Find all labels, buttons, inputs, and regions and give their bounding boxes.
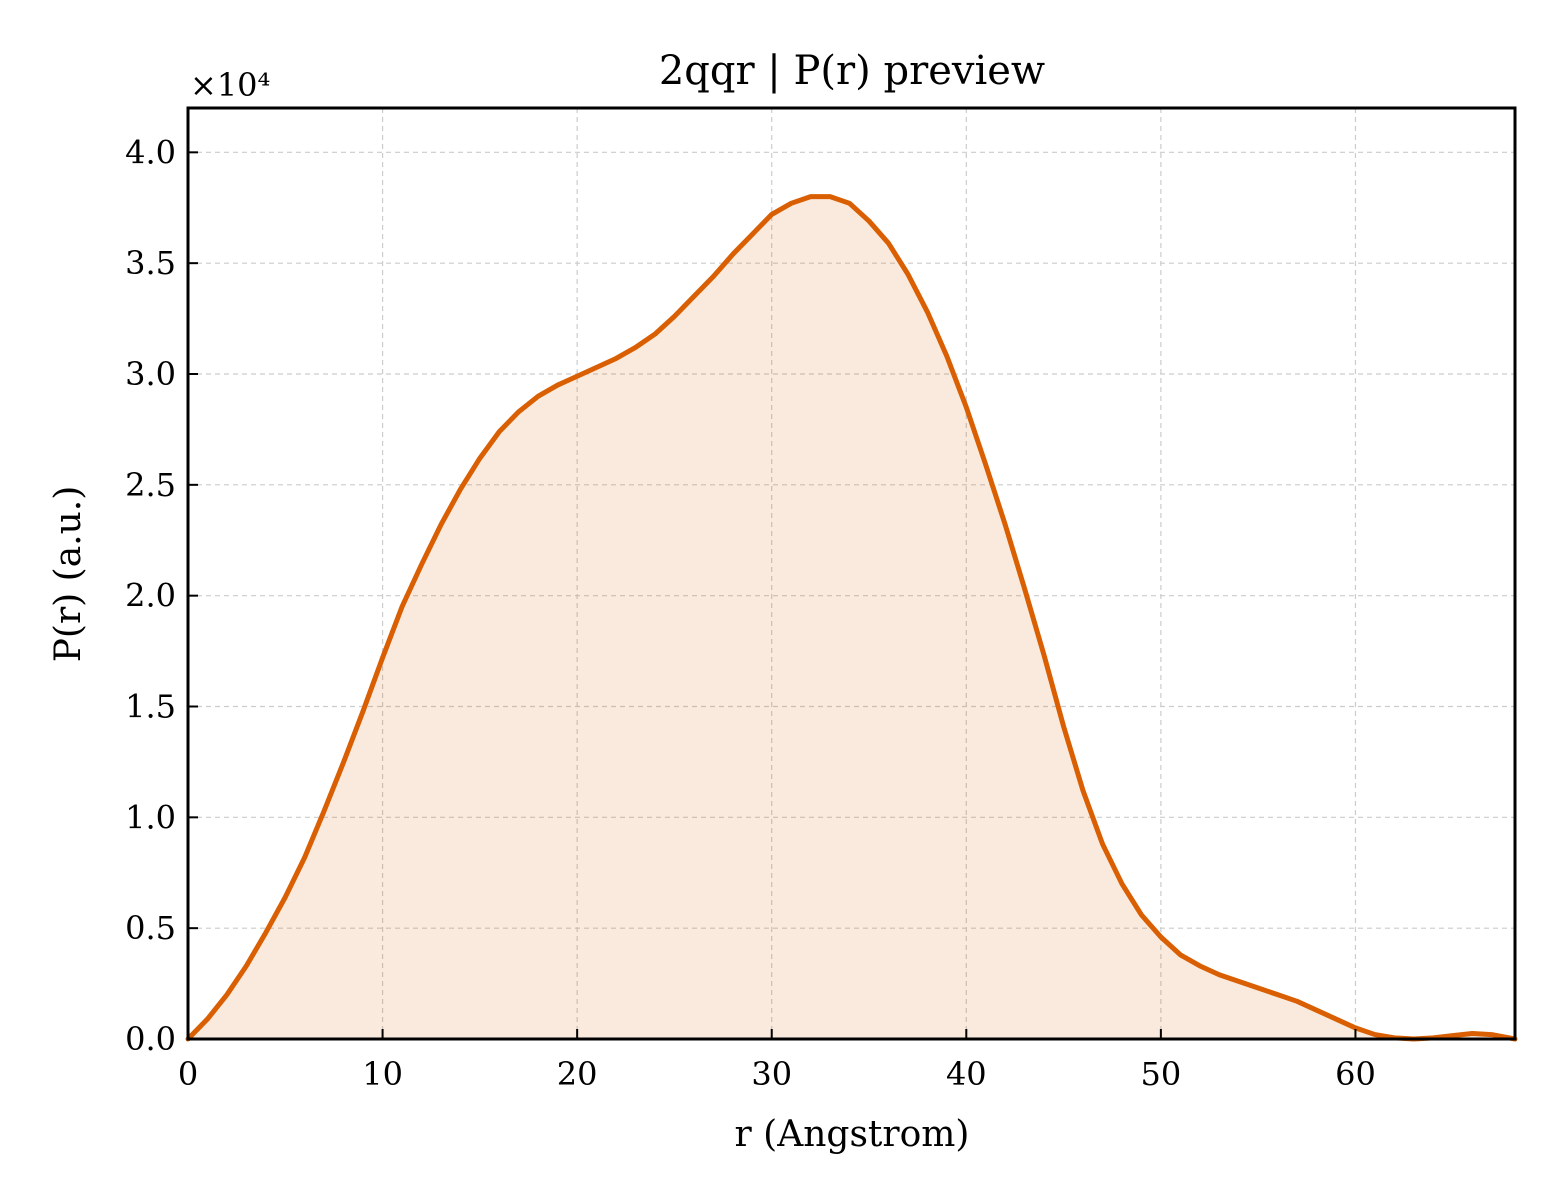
y-tick-label: 2.5 [125, 466, 176, 504]
tick-labels-layer: 0 10 20 30 40 50 60 0.0 0.5 1.0 1.5 2.0 2.5 3.0 3.5 4.0 [125, 133, 1376, 1093]
y-tick-label: 3.5 [125, 244, 176, 282]
y-tick-label: 0.5 [125, 909, 176, 947]
y-axis-multiplier: ×10⁴ [190, 66, 270, 104]
y-tick-label: 2.0 [125, 577, 176, 615]
y-tick-label: 1.0 [125, 798, 176, 836]
x-tick-label: 10 [362, 1055, 403, 1093]
y-tick-label: 0.0 [125, 1020, 176, 1058]
x-tick-label: 40 [946, 1055, 987, 1093]
x-tick-label: 30 [751, 1055, 792, 1093]
y-tick-label: 1.5 [125, 688, 176, 726]
x-tick-label: 60 [1335, 1055, 1376, 1093]
x-tick-label: 50 [1141, 1055, 1182, 1093]
plot-frame [186, 106, 1517, 1041]
pr-area-fill [188, 196, 1515, 1040]
x-tick-label: 20 [557, 1055, 598, 1093]
y-tick-label: 4.0 [125, 133, 176, 171]
x-tick-label: 0 [178, 1055, 198, 1093]
chart-title: 2qqr | P(r) preview [659, 48, 1045, 94]
y-axis-label: P(r) (a.u.) [48, 486, 89, 663]
pr-series-line [185, 194, 1518, 1042]
x-axis-label: r (Angstrom) [735, 1114, 970, 1155]
grid-layer [188, 108, 1515, 1039]
y-tick-label: 3.0 [125, 355, 176, 393]
